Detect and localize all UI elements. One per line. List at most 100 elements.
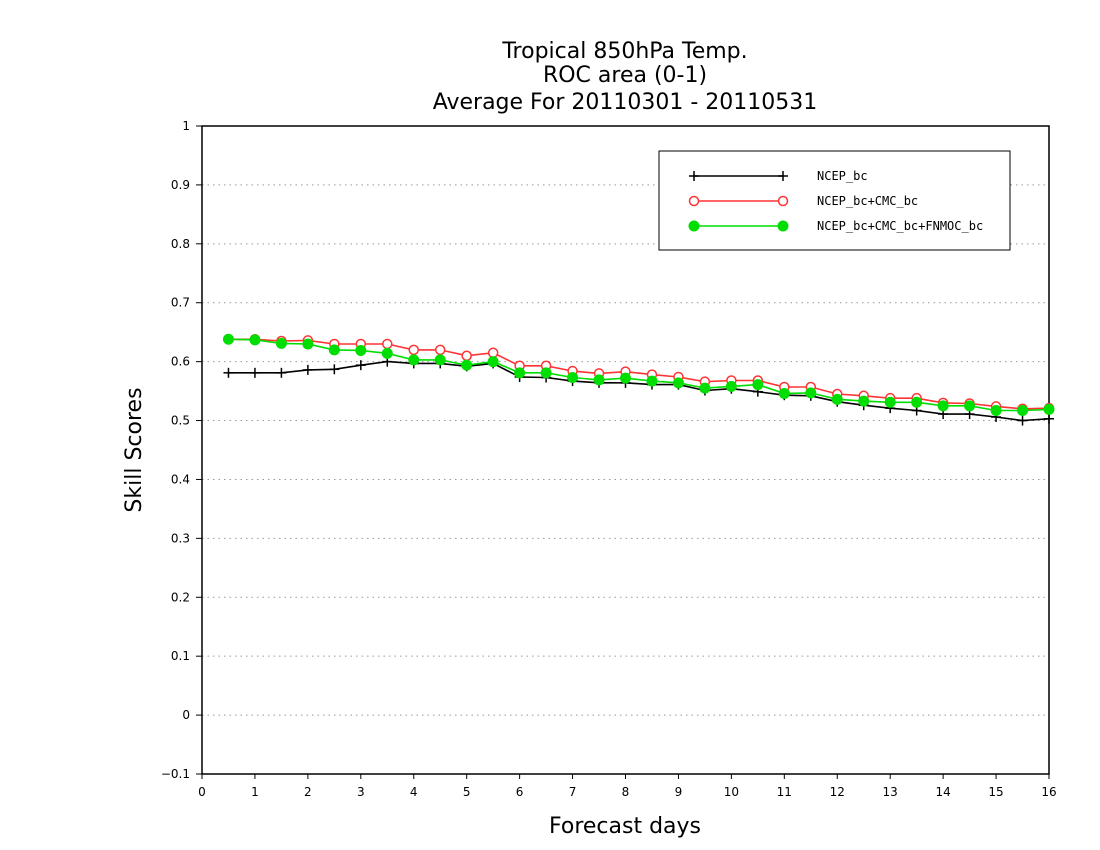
data-point bbox=[831, 393, 843, 405]
legend-marker bbox=[688, 195, 700, 207]
data-point bbox=[381, 347, 393, 359]
data-point bbox=[355, 360, 366, 371]
data-point bbox=[646, 375, 658, 387]
data-point bbox=[884, 396, 896, 408]
data-point bbox=[461, 359, 473, 371]
legend-marker bbox=[689, 171, 699, 181]
y-axis-label: Skill Scores bbox=[122, 387, 147, 512]
legend-marker bbox=[688, 220, 700, 232]
data-point bbox=[805, 387, 817, 399]
legend-item: NCEP_bc bbox=[689, 169, 868, 183]
data-point bbox=[1044, 413, 1054, 424]
x-axis: 0 1 2 3 4 5 6 7 8 9 10 11 12 13 14 15 16 bbox=[198, 774, 1057, 799]
data-point bbox=[858, 395, 870, 407]
data-point bbox=[487, 356, 499, 368]
data-point bbox=[752, 379, 764, 391]
legend: NCEP_bc NCEP_bc+CMC_bc NCEP_bc+CMC_bc+FNMO… bbox=[658, 150, 1011, 251]
data-point bbox=[461, 350, 472, 361]
data-point bbox=[434, 354, 446, 366]
y-tick-label: 0 bbox=[182, 708, 190, 722]
x-tick-label: 4 bbox=[410, 785, 418, 799]
legend-marker bbox=[778, 171, 788, 181]
data-point bbox=[302, 338, 314, 350]
data-point bbox=[487, 347, 499, 359]
data-point bbox=[222, 333, 234, 345]
legend-item: NCEP_bc+CMC_bc bbox=[688, 194, 918, 208]
legend-label: NCEP_bc bbox=[817, 169, 868, 183]
data-point bbox=[1017, 415, 1028, 426]
title-line-1: Tropical 850hPa Temp. bbox=[501, 39, 747, 64]
y-tick-label: −0.1 bbox=[161, 767, 190, 781]
data-point bbox=[249, 334, 261, 346]
x-tick-label: 3 bbox=[357, 785, 365, 799]
series-layer bbox=[222, 333, 1055, 426]
data-point bbox=[276, 367, 287, 378]
y-tick-label: 0.1 bbox=[171, 649, 190, 663]
data-point bbox=[328, 344, 340, 356]
legend-marker bbox=[777, 220, 789, 232]
y-tick-label: 0.4 bbox=[171, 472, 190, 486]
y-tick-label: 1 bbox=[182, 119, 190, 133]
x-tick-label: 9 bbox=[675, 785, 683, 799]
series-2 bbox=[223, 334, 1055, 415]
data-point bbox=[990, 405, 1002, 417]
data-point bbox=[275, 337, 287, 349]
x-tick-label: 0 bbox=[198, 785, 206, 799]
data-point bbox=[911, 396, 923, 408]
data-point bbox=[672, 377, 684, 389]
x-tick-label: 10 bbox=[724, 785, 739, 799]
x-tick-label: 6 bbox=[516, 785, 524, 799]
data-point bbox=[540, 367, 552, 379]
gridlines bbox=[202, 184, 1049, 716]
series-1 bbox=[223, 356, 1054, 426]
data-point bbox=[514, 367, 526, 379]
data-point bbox=[302, 364, 313, 375]
series-3 bbox=[222, 333, 1055, 417]
x-tick-label: 5 bbox=[463, 785, 471, 799]
y-tick-label: 0.7 bbox=[171, 296, 190, 310]
data-point bbox=[620, 372, 631, 384]
data-point bbox=[699, 382, 711, 394]
series-line bbox=[228, 360, 1050, 422]
x-tick-label: 12 bbox=[830, 785, 845, 799]
legend-label: NCEP_bc+CMC_bc bbox=[817, 194, 918, 208]
legend-item: NCEP_bc+CMC_bc+FNMOC_bc bbox=[688, 219, 983, 233]
y-tick-label: 0.9 bbox=[171, 178, 190, 192]
data-point bbox=[1043, 403, 1055, 415]
data-point bbox=[725, 380, 737, 392]
x-tick-label: 15 bbox=[988, 785, 1003, 799]
data-point bbox=[1017, 405, 1029, 417]
x-tick-label: 1 bbox=[251, 785, 259, 799]
x-tick-label: 7 bbox=[569, 785, 577, 799]
data-point bbox=[408, 344, 419, 356]
y-tick-label: 0.6 bbox=[171, 355, 190, 369]
chart-title: Tropical 850hPa Temp. ROC area (0-1) Ave… bbox=[433, 39, 818, 115]
data-point bbox=[778, 387, 790, 399]
x-tick-label: 11 bbox=[777, 785, 792, 799]
x-tick-label: 13 bbox=[883, 785, 898, 799]
legend-label: NCEP_bc+CMC_bc+FNMOC_bc bbox=[817, 219, 983, 233]
y-tick-label: 0.5 bbox=[171, 414, 190, 428]
x-tick-label: 8 bbox=[622, 785, 630, 799]
data-point bbox=[593, 374, 605, 386]
data-point bbox=[434, 344, 446, 356]
title-line-2: ROC area (0-1) bbox=[543, 63, 707, 88]
x-tick-label: 14 bbox=[935, 785, 950, 799]
data-point bbox=[567, 372, 579, 384]
y-axis: −0.1 0 0.1 0.2 0.3 0.4 0.5 0.6 0.7 0.8 0.9 1 bbox=[161, 119, 202, 781]
y-tick-label: 0.2 bbox=[171, 590, 190, 604]
data-point bbox=[223, 367, 234, 378]
data-point bbox=[382, 338, 393, 350]
y-tick-label: 0.8 bbox=[171, 237, 190, 251]
data-point bbox=[408, 354, 420, 366]
title-line-3: Average For 20110301 - 20110531 bbox=[433, 90, 818, 115]
x-tick-label: 16 bbox=[1041, 785, 1056, 799]
legend-marker bbox=[777, 195, 789, 207]
data-point bbox=[249, 367, 260, 378]
data-point bbox=[937, 400, 949, 412]
x-tick-label: 2 bbox=[304, 785, 312, 799]
data-point bbox=[329, 364, 340, 375]
data-point bbox=[355, 344, 367, 356]
data-point bbox=[964, 400, 976, 412]
